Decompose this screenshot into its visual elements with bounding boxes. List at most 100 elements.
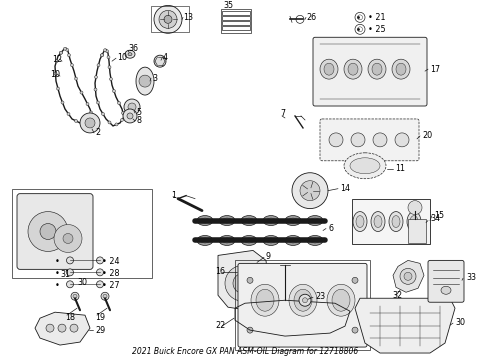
Circle shape [55,60,58,63]
Text: 30: 30 [455,318,465,327]
Ellipse shape [396,63,406,75]
Circle shape [225,265,261,301]
Text: 22: 22 [215,321,225,330]
Circle shape [54,72,57,75]
Circle shape [299,294,311,306]
Circle shape [109,78,113,81]
Circle shape [154,55,166,67]
Circle shape [71,64,73,67]
Circle shape [82,121,85,123]
Circle shape [107,56,110,59]
Circle shape [80,113,100,133]
Ellipse shape [389,212,403,231]
Circle shape [159,10,177,28]
Text: 9: 9 [265,252,270,261]
Text: 7: 7 [280,109,285,118]
Text: • 28: • 28 [102,269,120,278]
Bar [222,21,250,25]
Circle shape [300,181,320,201]
Polygon shape [218,251,268,310]
Ellipse shape [294,289,312,311]
Circle shape [247,277,253,283]
Circle shape [80,91,83,94]
Circle shape [329,133,343,147]
Text: 10: 10 [50,69,60,78]
Ellipse shape [407,212,421,231]
Ellipse shape [263,235,279,246]
Text: 35: 35 [223,1,233,10]
Circle shape [85,118,95,128]
Circle shape [46,324,54,332]
Circle shape [67,112,70,116]
Ellipse shape [125,50,135,58]
Text: 18: 18 [65,313,75,322]
Circle shape [86,103,89,105]
Circle shape [164,15,172,23]
Ellipse shape [245,218,253,223]
Circle shape [68,54,71,57]
Circle shape [28,212,68,251]
Ellipse shape [285,235,301,246]
Ellipse shape [197,216,213,225]
Bar [352,199,430,244]
Circle shape [127,113,133,119]
Bar [222,16,250,21]
Text: •: • [55,281,60,290]
Ellipse shape [311,238,319,243]
Text: 2021 Buick Encore GX PAN ASM-OIL Diagram for 12718806: 2021 Buick Encore GX PAN ASM-OIL Diagram… [132,347,358,356]
Circle shape [395,133,409,147]
Circle shape [408,201,422,215]
Text: 1: 1 [171,191,176,200]
Text: 12: 12 [52,55,62,64]
Circle shape [292,173,328,208]
Ellipse shape [222,218,231,223]
Text: 16: 16 [215,267,225,276]
Text: 29: 29 [95,325,105,334]
Circle shape [352,277,358,283]
Ellipse shape [267,218,275,223]
Circle shape [103,294,107,298]
Circle shape [100,54,103,57]
Text: 20: 20 [422,131,432,140]
Circle shape [74,120,77,122]
Circle shape [90,111,93,114]
Bar [12,189,152,278]
Ellipse shape [344,59,362,79]
Ellipse shape [320,59,338,79]
Ellipse shape [392,216,400,228]
Circle shape [105,50,108,53]
Ellipse shape [289,238,297,243]
Ellipse shape [311,218,319,223]
Circle shape [74,77,77,80]
FancyBboxPatch shape [320,119,419,161]
Ellipse shape [251,284,279,316]
Circle shape [59,51,63,54]
Ellipse shape [241,235,257,246]
Circle shape [233,273,253,293]
Polygon shape [35,312,90,345]
Ellipse shape [267,238,275,243]
Ellipse shape [219,235,235,246]
Ellipse shape [441,286,451,294]
Bar [235,260,370,350]
Circle shape [101,112,104,116]
Circle shape [94,88,97,91]
Text: 4: 4 [163,53,168,62]
Text: 10: 10 [117,53,127,62]
Ellipse shape [289,284,317,316]
Circle shape [108,66,111,69]
Circle shape [67,281,74,288]
Text: • 24: • 24 [102,257,120,266]
Circle shape [66,48,69,51]
Circle shape [63,234,73,243]
Circle shape [61,101,64,104]
Text: • 25: • 25 [368,25,386,34]
Text: 32: 32 [392,291,402,300]
Ellipse shape [245,238,253,243]
Circle shape [97,64,100,67]
Ellipse shape [136,67,154,95]
Text: 2: 2 [95,129,100,138]
Circle shape [97,101,99,104]
Text: 3: 3 [152,73,157,82]
Ellipse shape [332,289,350,311]
